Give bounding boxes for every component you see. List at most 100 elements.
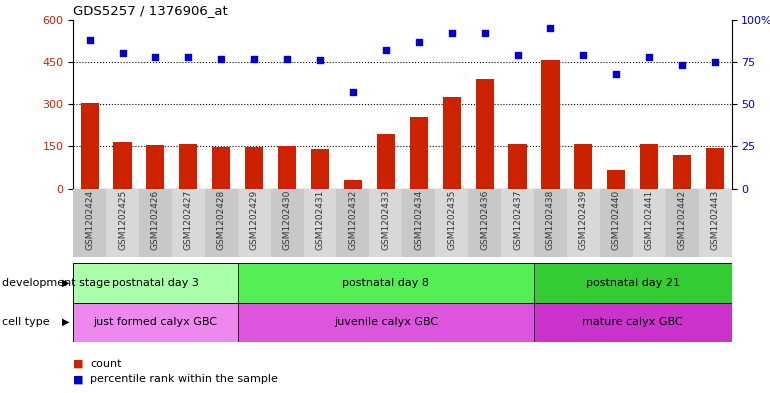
Bar (238, 303, 534, 342)
Bar (73, 263, 238, 303)
Text: GSM1202433: GSM1202433 (381, 190, 390, 250)
Point (478, 30, 490, 36)
Text: GSM1202430: GSM1202430 (283, 190, 292, 250)
Point (676, 62, 688, 68)
Bar (81, 103, 99, 189)
Bar (146, 145, 165, 189)
Bar (673, 155, 691, 189)
Text: GSM1202428: GSM1202428 (217, 190, 226, 250)
Bar (106, 189, 139, 257)
Bar (534, 303, 732, 342)
Text: GSM1202439: GSM1202439 (579, 190, 588, 250)
Bar (534, 189, 567, 257)
Text: GSM1202436: GSM1202436 (480, 190, 489, 250)
Point (281, 55, 293, 62)
Bar (608, 170, 625, 189)
Bar (600, 189, 633, 257)
Text: GSM1202425: GSM1202425 (118, 190, 127, 250)
Bar (271, 189, 303, 257)
Text: postnatal day 8: postnatal day 8 (343, 278, 430, 288)
Bar (113, 142, 132, 189)
Text: postnatal day 3: postnatal day 3 (112, 278, 199, 288)
Text: juvenile calyx GBC: juvenile calyx GBC (334, 317, 438, 327)
Point (116, 50, 129, 57)
Point (511, 52, 524, 58)
Text: cell type: cell type (2, 317, 49, 327)
Point (643, 54, 655, 60)
Text: GSM1202427: GSM1202427 (184, 190, 192, 250)
Point (709, 59, 721, 65)
Text: ■: ■ (73, 358, 84, 369)
Bar (245, 147, 263, 189)
Bar (534, 263, 732, 303)
Text: development stage: development stage (2, 278, 109, 288)
Bar (73, 189, 106, 257)
Bar (567, 189, 600, 257)
Text: postnatal day 21: postnatal day 21 (586, 278, 680, 288)
Bar (706, 148, 724, 189)
Bar (213, 147, 230, 189)
Bar (179, 143, 197, 189)
Text: ■: ■ (73, 374, 84, 384)
Point (610, 71, 622, 77)
Text: GDS5257 / 1376906_at: GDS5257 / 1376906_at (73, 4, 228, 17)
Bar (476, 79, 494, 189)
Point (578, 52, 590, 58)
Text: GSM1202442: GSM1202442 (678, 190, 687, 250)
Bar (665, 189, 698, 257)
Bar (205, 189, 238, 257)
Point (314, 57, 326, 63)
Bar (303, 189, 336, 257)
Text: GSM1202429: GSM1202429 (249, 190, 259, 250)
Point (346, 89, 359, 95)
Bar (377, 134, 395, 189)
Bar (410, 117, 428, 189)
Bar (468, 189, 501, 257)
Point (248, 55, 260, 62)
Bar (336, 189, 370, 257)
Bar (435, 189, 468, 257)
Bar (698, 189, 731, 257)
Bar (640, 143, 658, 189)
Text: percentile rank within the sample: percentile rank within the sample (90, 374, 278, 384)
Text: GSM1202437: GSM1202437 (513, 190, 522, 250)
Bar (403, 189, 435, 257)
Point (83, 37, 95, 43)
Bar (633, 189, 665, 257)
Text: GSM1202438: GSM1202438 (546, 190, 555, 250)
Bar (172, 189, 205, 257)
Text: GSM1202440: GSM1202440 (612, 190, 621, 250)
Bar (311, 149, 329, 189)
Text: GSM1202435: GSM1202435 (447, 190, 456, 250)
Bar (443, 97, 460, 189)
Bar (238, 263, 534, 303)
Bar (278, 146, 296, 189)
Text: just formed calyx GBC: just formed calyx GBC (93, 317, 217, 327)
Text: GSM1202434: GSM1202434 (414, 190, 424, 250)
Bar (139, 189, 172, 257)
Text: mature calyx GBC: mature calyx GBC (582, 317, 683, 327)
Point (446, 30, 458, 36)
Text: GSM1202432: GSM1202432 (349, 190, 357, 250)
Bar (501, 189, 534, 257)
Bar (574, 143, 592, 189)
Bar (344, 180, 362, 189)
Text: GSM1202431: GSM1202431 (316, 190, 324, 250)
Bar (73, 303, 238, 342)
Bar (370, 189, 403, 257)
Point (215, 55, 227, 62)
Point (182, 54, 195, 60)
Point (380, 47, 392, 53)
Bar (508, 143, 527, 189)
Point (413, 39, 425, 45)
Bar (238, 189, 271, 257)
Text: GSM1202426: GSM1202426 (151, 190, 160, 250)
Text: GSM1202443: GSM1202443 (711, 190, 719, 250)
Text: ▶: ▶ (62, 317, 69, 327)
Text: GSM1202424: GSM1202424 (85, 190, 94, 250)
Text: count: count (90, 358, 122, 369)
Text: ▶: ▶ (62, 278, 69, 288)
Bar (541, 61, 560, 189)
Text: GSM1202441: GSM1202441 (644, 190, 654, 250)
Point (149, 54, 162, 60)
